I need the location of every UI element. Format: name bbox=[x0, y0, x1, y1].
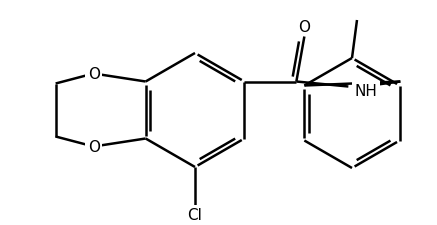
Text: O: O bbox=[88, 139, 100, 154]
Text: Cl: Cl bbox=[187, 208, 202, 223]
Text: NH: NH bbox=[354, 84, 377, 99]
Text: O: O bbox=[298, 20, 310, 35]
Text: O: O bbox=[88, 67, 100, 82]
